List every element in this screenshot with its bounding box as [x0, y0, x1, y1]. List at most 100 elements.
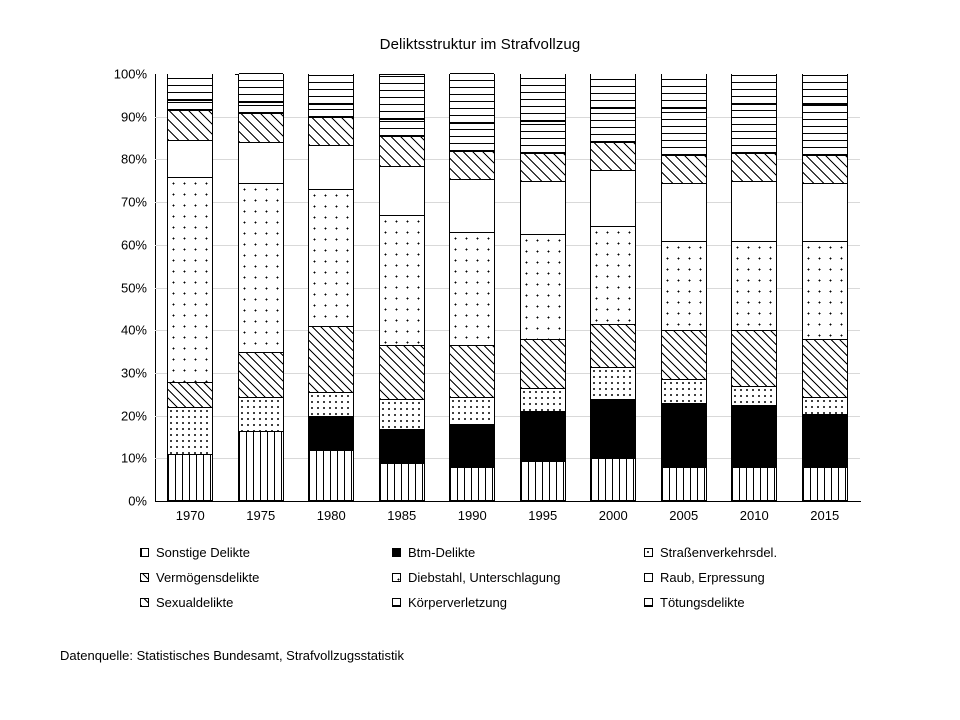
stacked-bar[interactable]	[308, 73, 355, 501]
bar-segment[interactable]	[802, 241, 847, 340]
bar-segment[interactable]	[450, 73, 495, 125]
bar-segment[interactable]	[379, 137, 424, 167]
bar-segment[interactable]	[661, 241, 706, 332]
bar-segment[interactable]	[591, 226, 636, 325]
bar-segment[interactable]	[309, 450, 354, 500]
bar-segment[interactable]	[661, 73, 706, 110]
bar-segment[interactable]	[450, 467, 495, 500]
bar-segment[interactable]	[520, 235, 565, 340]
bar-segment[interactable]	[520, 181, 565, 236]
bar-segment[interactable]	[732, 386, 777, 407]
bar-segment[interactable]	[661, 331, 706, 381]
legend-item[interactable]: Straßenverkehrsdel.	[644, 545, 896, 560]
stacked-bar[interactable]	[590, 73, 637, 501]
bar-segment[interactable]	[168, 455, 213, 500]
bar-segment[interactable]	[732, 241, 777, 332]
bar-segment[interactable]	[802, 105, 847, 157]
bar-segment[interactable]	[802, 184, 847, 242]
stacked-bar[interactable]	[449, 73, 496, 501]
legend-item[interactable]: Vermögensdelikte	[140, 570, 392, 585]
bar-segment[interactable]	[309, 190, 354, 328]
bar-segment[interactable]	[802, 397, 847, 415]
legend-item[interactable]: Btm-Delikte	[392, 545, 644, 560]
bar-segment[interactable]	[591, 143, 636, 172]
bar-segment[interactable]	[591, 109, 636, 144]
stacked-bar[interactable]	[519, 73, 566, 501]
legend-item[interactable]: Diebstahl, Unterschlagung	[392, 570, 644, 585]
bar-segment[interactable]	[802, 467, 847, 500]
bar-segment[interactable]	[168, 382, 213, 409]
bar-segment[interactable]	[661, 380, 706, 404]
bar-segment[interactable]	[168, 141, 213, 178]
bar-segment[interactable]	[661, 109, 706, 157]
bar-segment[interactable]	[238, 431, 283, 500]
bar-segment[interactable]	[520, 461, 565, 500]
legend-item[interactable]: Raub, Erpressung	[644, 570, 896, 585]
bar-segment[interactable]	[591, 399, 636, 460]
bar-segment[interactable]	[309, 73, 354, 106]
bar-segment[interactable]	[802, 414, 847, 468]
bar-segment[interactable]	[732, 406, 777, 468]
bar-segment[interactable]	[591, 367, 636, 400]
bar-segment[interactable]	[520, 154, 565, 182]
bar-segment[interactable]	[168, 111, 213, 142]
bar-segment[interactable]	[238, 352, 283, 398]
bar-segment[interactable]	[168, 73, 213, 101]
legend-item[interactable]: Sexualdelikte	[140, 595, 392, 610]
bar-segment[interactable]	[450, 397, 495, 426]
bar-segment[interactable]	[379, 216, 424, 347]
bar-segment[interactable]	[309, 117, 354, 146]
bar-segment[interactable]	[309, 105, 354, 118]
stacked-bar[interactable]	[801, 73, 848, 501]
bar-segment[interactable]	[591, 324, 636, 368]
legend-item[interactable]: Sonstige Delikte	[140, 545, 392, 560]
bar-segment[interactable]	[450, 124, 495, 152]
bar-segment[interactable]	[520, 122, 565, 155]
bar-segment[interactable]	[591, 459, 636, 500]
bar-segment[interactable]	[379, 399, 424, 430]
bar-segment[interactable]	[450, 152, 495, 180]
bar-segment[interactable]	[309, 145, 354, 191]
bar-segment[interactable]	[520, 412, 565, 462]
bar-segment[interactable]	[732, 154, 777, 182]
bar-segment[interactable]	[238, 397, 283, 432]
bar-segment[interactable]	[591, 171, 636, 227]
bar-segment[interactable]	[379, 463, 424, 500]
legend-item[interactable]: Tötungsdelikte	[644, 595, 896, 610]
bar-segment[interactable]	[450, 425, 495, 468]
stacked-bar[interactable]	[731, 73, 778, 501]
bar-segment[interactable]	[168, 100, 213, 112]
bar-segment[interactable]	[309, 416, 354, 451]
bar-segment[interactable]	[379, 119, 424, 138]
bar-segment[interactable]	[379, 429, 424, 464]
bar-segment[interactable]	[309, 327, 354, 394]
bar-segment[interactable]	[661, 403, 706, 468]
bar-segment[interactable]	[661, 467, 706, 500]
bar-segment[interactable]	[520, 388, 565, 413]
bar-segment[interactable]	[309, 393, 354, 417]
bar-segment[interactable]	[238, 102, 283, 114]
bar-segment[interactable]	[661, 184, 706, 242]
stacked-bar[interactable]	[660, 73, 707, 501]
bar-segment[interactable]	[168, 408, 213, 456]
bar-segment[interactable]	[802, 339, 847, 398]
bar-segment[interactable]	[732, 181, 777, 242]
bar-segment[interactable]	[520, 73, 565, 123]
bar-segment[interactable]	[238, 143, 283, 185]
stacked-bar[interactable]	[167, 73, 214, 501]
bar-segment[interactable]	[802, 156, 847, 185]
bar-segment[interactable]	[661, 156, 706, 185]
bar-segment[interactable]	[238, 73, 283, 103]
bar-segment[interactable]	[520, 339, 565, 389]
bar-segment[interactable]	[450, 233, 495, 347]
bar-segment[interactable]	[450, 179, 495, 234]
stacked-bar[interactable]	[237, 73, 284, 501]
stacked-bar[interactable]	[378, 74, 425, 501]
bar-segment[interactable]	[732, 105, 777, 155]
bar-segment[interactable]	[450, 346, 495, 398]
bar-segment[interactable]	[732, 467, 777, 500]
bar-segment[interactable]	[379, 75, 424, 120]
bar-segment[interactable]	[238, 184, 283, 353]
bar-segment[interactable]	[379, 166, 424, 217]
bar-segment[interactable]	[168, 177, 213, 383]
